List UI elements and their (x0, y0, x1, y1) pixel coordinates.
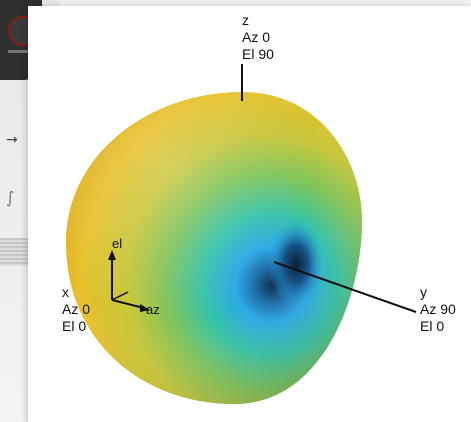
x-axis-elevation: El 0 (62, 318, 87, 334)
z-axis-elevation: El 90 (242, 46, 274, 62)
x-axis-azimuth: Az 0 (62, 301, 91, 317)
y-axis-label: y Az 90 El 0 (420, 284, 456, 335)
z-axis-name: z (242, 12, 249, 28)
y-axis-line (273, 261, 417, 313)
x-axis-label: x Az 0 El 0 (62, 284, 90, 335)
y-axis-name: y (420, 284, 427, 300)
pattern-null-region (268, 220, 324, 308)
background-label-line (8, 50, 32, 53)
pattern-plot-window[interactable]: z Az 0 El 90 x Az 0 El 0 y Az 90 El 0 el… (28, 6, 471, 422)
triad-elevation-label: el (112, 236, 123, 251)
waveform-icon: ∫ (6, 188, 15, 207)
triad-azimuth-label: az (146, 302, 160, 317)
x-axis-name: x (62, 284, 69, 300)
z-axis-azimuth: Az 0 (242, 29, 271, 45)
y-axis-elevation: El 0 (420, 318, 445, 334)
pattern-shading (65, 92, 363, 405)
arrow-right-icon: → (6, 132, 18, 148)
orientation-triad (108, 250, 150, 312)
radiation-pattern-plot[interactable] (28, 6, 471, 422)
z-axis-label: z Az 0 El 90 (242, 12, 274, 63)
y-axis-azimuth: Az 90 (420, 301, 456, 317)
